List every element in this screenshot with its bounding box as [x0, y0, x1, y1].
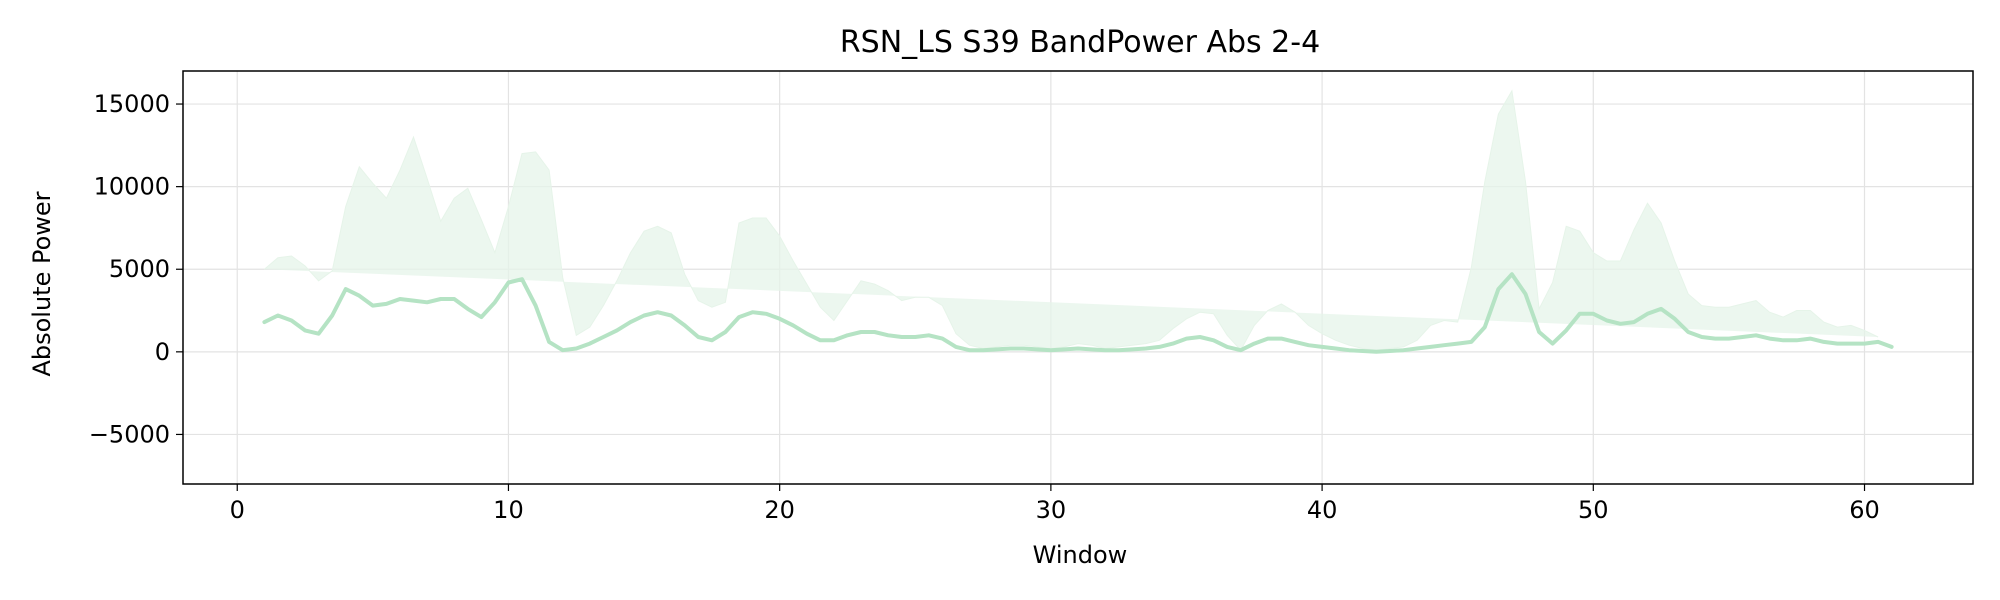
chart-title: RSN_LS S39 BandPower Abs 2-4	[840, 25, 1320, 60]
x-tick-label: 30	[1036, 496, 1067, 524]
y-axis-title: Absolute Power	[28, 191, 56, 376]
y-tick-label: −5000	[89, 420, 170, 448]
confidence-band	[264, 89, 1879, 352]
ticks: 0 10 20 30 40 50 60 −5000 0 5000 10000 15000	[89, 90, 1880, 524]
x-tick-label: 20	[764, 496, 795, 524]
x-tick-label: 0	[230, 496, 245, 524]
x-tick-label: 40	[1307, 496, 1338, 524]
y-tick-label: 10000	[94, 173, 170, 201]
band-area	[264, 89, 1879, 352]
x-tick-label: 10	[493, 496, 524, 524]
x-tick-label: 50	[1578, 496, 1609, 524]
series-line-mean	[262, 272, 1894, 354]
mean-line	[262, 272, 1894, 354]
x-tick-label: 60	[1849, 496, 1880, 524]
y-tick-label: 5000	[109, 255, 170, 283]
y-tick-label: 0	[155, 338, 170, 366]
axes-frame	[182, 70, 1974, 485]
x-axis-title: Window	[1033, 541, 1128, 569]
y-tick-label: 15000	[94, 90, 170, 118]
